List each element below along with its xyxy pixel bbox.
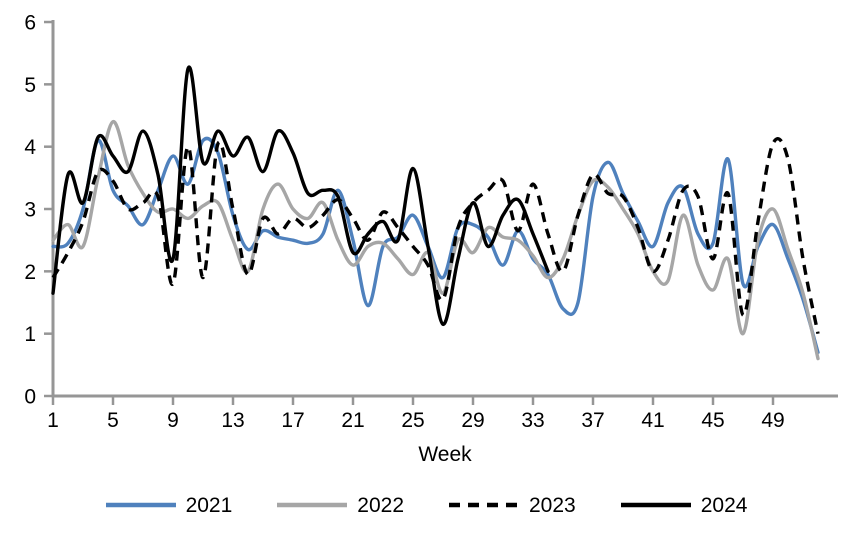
legend-line-sample [277,502,348,508]
y-tick-label: 4 [24,136,36,159]
x-tick-label: 41 [641,409,664,432]
y-tick-label: 1 [24,323,36,346]
legend-line-sample [105,502,176,508]
x-tick-label: 49 [761,409,784,432]
x-tick-label: 17 [281,409,304,432]
x-tick-label: 13 [221,409,244,432]
x-tick-label: 45 [701,409,724,432]
x-tick-label: 25 [401,409,424,432]
y-tick-label: 5 [24,74,36,97]
chart-legend: 2021 2022 2023 2024 [0,480,852,530]
x-tick-label: 37 [581,409,604,432]
legend-item-2022: 2022 [276,495,404,516]
y-tick-label: 0 [24,386,36,409]
legend-item-2023: 2023 [448,495,576,516]
x-tick-label: 21 [341,409,364,432]
line-chart: 0 1 2 3 4 5 6 1 5 9 13 17 21 25 29 33 37 41 45 49 Week [24,12,838,466]
x-tick-label: 33 [521,409,544,432]
series-path-2022 [51,119,820,361]
legend-label: 2023 [529,493,576,517]
legend-label: 2024 [700,493,748,517]
legend-line-sample [620,502,691,508]
y-tick-label: 3 [24,199,36,222]
axes [44,20,838,405]
legend-label: 2022 [357,493,404,517]
y-tick-label: 2 [24,261,36,284]
x-tick-label: 29 [461,409,484,432]
legend-item-2024: 2024 [620,493,748,517]
x-axis-title: Week [418,443,472,466]
series-path-2024 [51,65,550,327]
x-tick-label: 9 [167,409,179,432]
legend-label: 2021 [185,493,233,517]
y-tick-label: 6 [24,12,36,35]
legend-line-sample [449,502,519,508]
x-tick-label: 5 [107,409,119,432]
x-tick-label: 1 [47,409,59,432]
series-lines [51,65,820,361]
series-path-2021 [51,136,820,355]
legend-item-2021: 2021 [105,493,233,517]
